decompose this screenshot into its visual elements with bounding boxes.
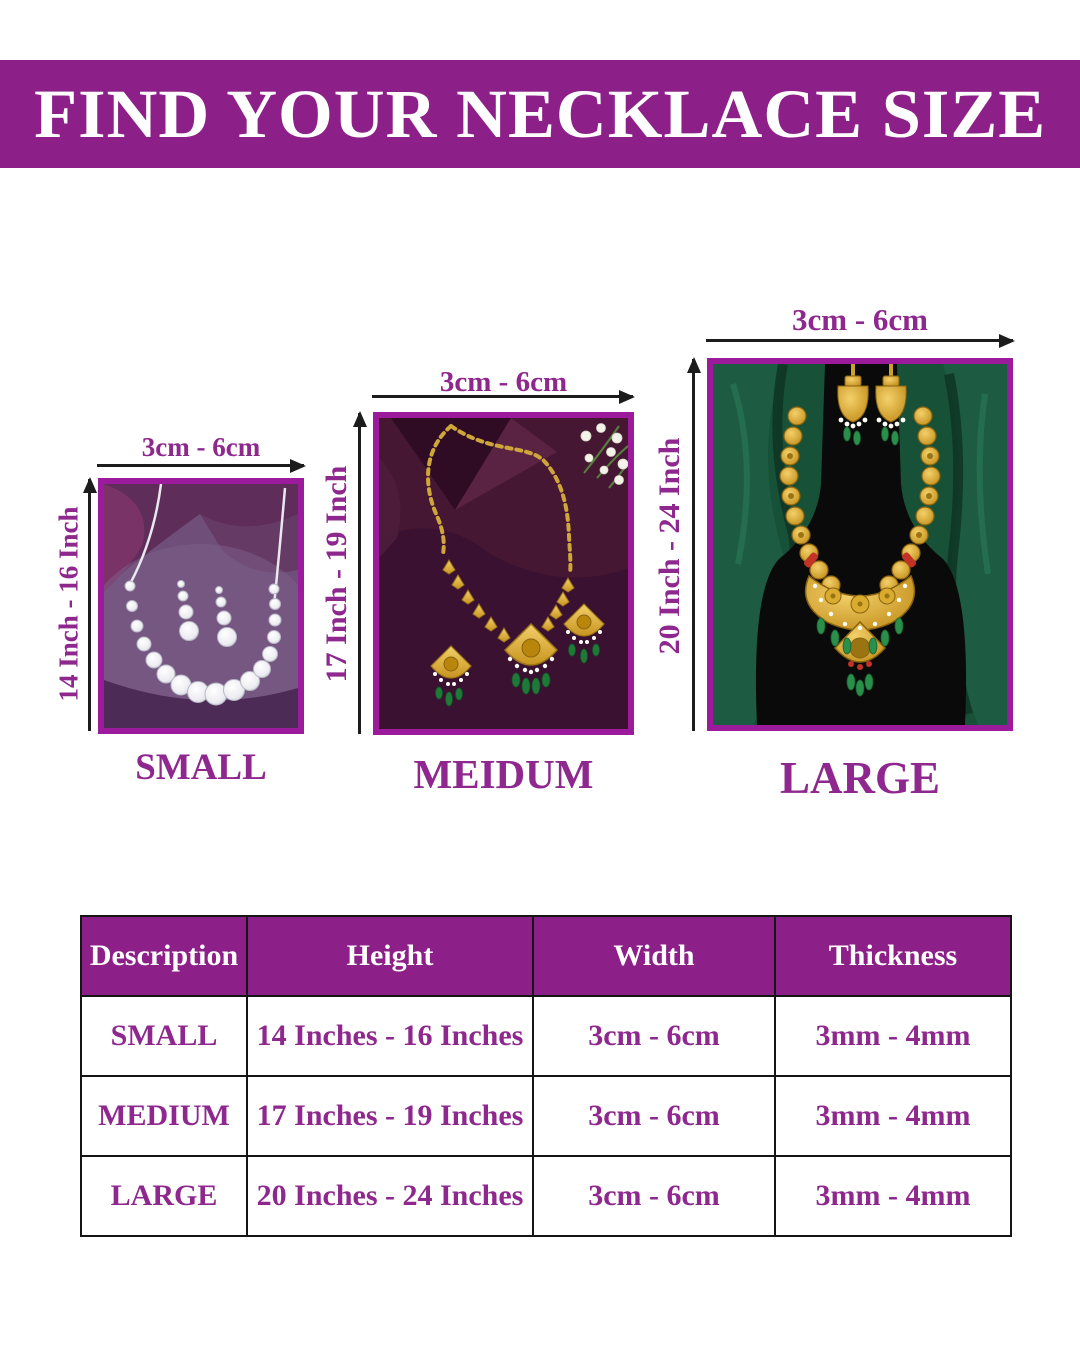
col-header-thickness: Thickness: [774, 915, 1012, 997]
gold-temple-necklace-illustration: [713, 364, 1007, 725]
medium-caption: MEIDUM: [413, 751, 594, 797]
large-width-label: 3cm - 6cm: [792, 302, 928, 337]
cell-description: SMALL: [80, 995, 248, 1077]
large-width-arrow-icon: [706, 339, 1013, 342]
silver-necklace-illustration: [104, 484, 298, 728]
table-row-large: LARGE 20 Inches - 24 Inches 3cm - 6cm 3m…: [80, 1155, 1012, 1237]
table-row-small: SMALL 14 Inches - 16 Inches 3cm - 6cm 3m…: [80, 995, 1012, 1077]
cell-thickness: 3mm - 4mm: [774, 995, 1012, 1077]
medium-width-label: 3cm - 6cm: [439, 366, 568, 398]
table-row-medium: MEDIUM 17 Inches - 19 Inches 3cm - 6cm 3…: [80, 1075, 1012, 1157]
cell-width: 3cm - 6cm: [532, 1075, 776, 1157]
large-height-arrow-icon: [692, 359, 695, 731]
col-header-description: Description: [80, 915, 248, 997]
small-height-arrow-icon: [88, 479, 91, 731]
page-title: FIND YOUR NECKLACE SIZE: [33, 75, 1047, 152]
cell-width: 3cm - 6cm: [532, 995, 776, 1077]
title-banner: FIND YOUR NECKLACE SIZE: [0, 60, 1080, 168]
medium-width-arrow-icon: [372, 395, 633, 398]
size-chart-table: Description Height Width Thickness SMALL…: [80, 915, 1012, 1237]
cell-thickness: 3mm - 4mm: [774, 1075, 1012, 1157]
cell-height: 14 Inches - 16 Inches: [246, 995, 534, 1077]
col-header-height: Height: [246, 915, 534, 997]
large-photo: [707, 358, 1013, 731]
cell-thickness: 3mm - 4mm: [774, 1155, 1012, 1237]
small-width-arrow-icon: [97, 464, 304, 467]
cell-description: LARGE: [80, 1155, 248, 1237]
small-photo: [98, 478, 304, 734]
small-caption: SMALL: [135, 747, 267, 788]
medium-photo: [373, 412, 634, 735]
cell-height: 17 Inches - 19 Inches: [246, 1075, 534, 1157]
large-height-label: 20 Inch - 24 Inch: [653, 437, 686, 655]
small-height-label: 14 Inch - 16 Inch: [53, 506, 84, 702]
large-caption: LARGE: [779, 753, 941, 803]
medium-height-arrow-icon: [358, 413, 361, 734]
medium-height-label: 17 Inch - 19 Inch: [320, 465, 353, 683]
table-header-row: Description Height Width Thickness: [80, 915, 1012, 997]
small-width-label: 3cm - 6cm: [141, 432, 261, 462]
col-header-width: Width: [532, 915, 776, 997]
gold-necklace-illustration: [379, 418, 628, 729]
cell-description: MEDIUM: [80, 1075, 248, 1157]
cell-width: 3cm - 6cm: [532, 1155, 776, 1237]
cell-height: 20 Inches - 24 Inches: [246, 1155, 534, 1237]
